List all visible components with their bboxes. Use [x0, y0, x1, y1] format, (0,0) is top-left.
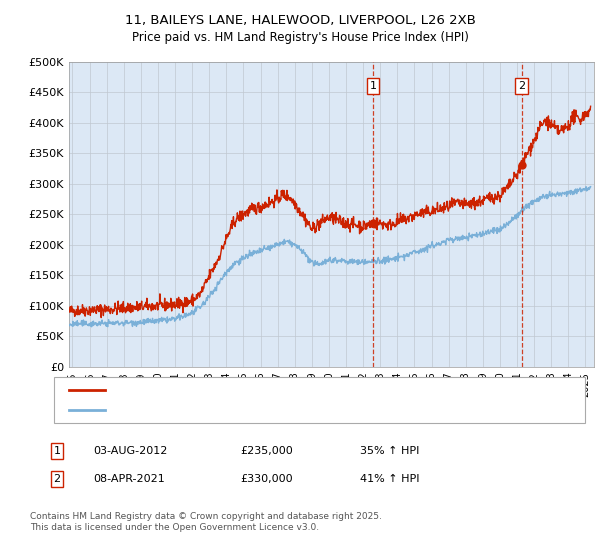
Text: 1: 1	[370, 81, 377, 91]
Text: Price paid vs. HM Land Registry's House Price Index (HPI): Price paid vs. HM Land Registry's House …	[131, 31, 469, 44]
Text: 08-APR-2021: 08-APR-2021	[93, 474, 165, 484]
Text: Contains HM Land Registry data © Crown copyright and database right 2025.
This d: Contains HM Land Registry data © Crown c…	[30, 512, 382, 532]
Text: HPI: Average price, detached house, Knowsley: HPI: Average price, detached house, Know…	[111, 405, 353, 415]
Text: 41% ↑ HPI: 41% ↑ HPI	[360, 474, 419, 484]
Text: 35% ↑ HPI: 35% ↑ HPI	[360, 446, 419, 456]
Text: 2: 2	[53, 474, 61, 484]
Text: £330,000: £330,000	[240, 474, 293, 484]
Text: 2: 2	[518, 81, 525, 91]
Text: 11, BAILEYS LANE, HALEWOOD, LIVERPOOL, L26 2XB (detached house): 11, BAILEYS LANE, HALEWOOD, LIVERPOOL, L…	[111, 385, 482, 395]
Text: 03-AUG-2012: 03-AUG-2012	[93, 446, 167, 456]
Text: 11, BAILEYS LANE, HALEWOOD, LIVERPOOL, L26 2XB: 11, BAILEYS LANE, HALEWOOD, LIVERPOOL, L…	[125, 14, 475, 27]
Text: £235,000: £235,000	[240, 446, 293, 456]
Text: 1: 1	[53, 446, 61, 456]
